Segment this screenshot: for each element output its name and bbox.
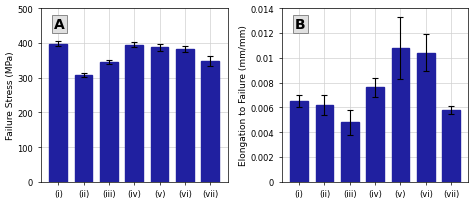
Bar — [316, 105, 333, 182]
Text: B: B — [295, 18, 306, 32]
Bar — [125, 45, 143, 182]
Bar — [442, 110, 460, 182]
Text: A: A — [54, 18, 65, 32]
Bar — [417, 53, 435, 182]
Bar — [392, 49, 410, 182]
Bar — [201, 62, 219, 182]
Bar — [341, 123, 359, 182]
Y-axis label: Elongation to Failure (mm/mm): Elongation to Failure (mm/mm) — [238, 25, 247, 166]
Bar — [151, 48, 168, 182]
Y-axis label: Failure Stress (MPa): Failure Stress (MPa) — [6, 51, 15, 140]
Bar — [176, 50, 194, 182]
Bar — [290, 102, 308, 182]
Bar — [75, 75, 92, 182]
Bar — [366, 88, 384, 182]
Bar — [49, 44, 67, 182]
Bar — [100, 63, 118, 182]
